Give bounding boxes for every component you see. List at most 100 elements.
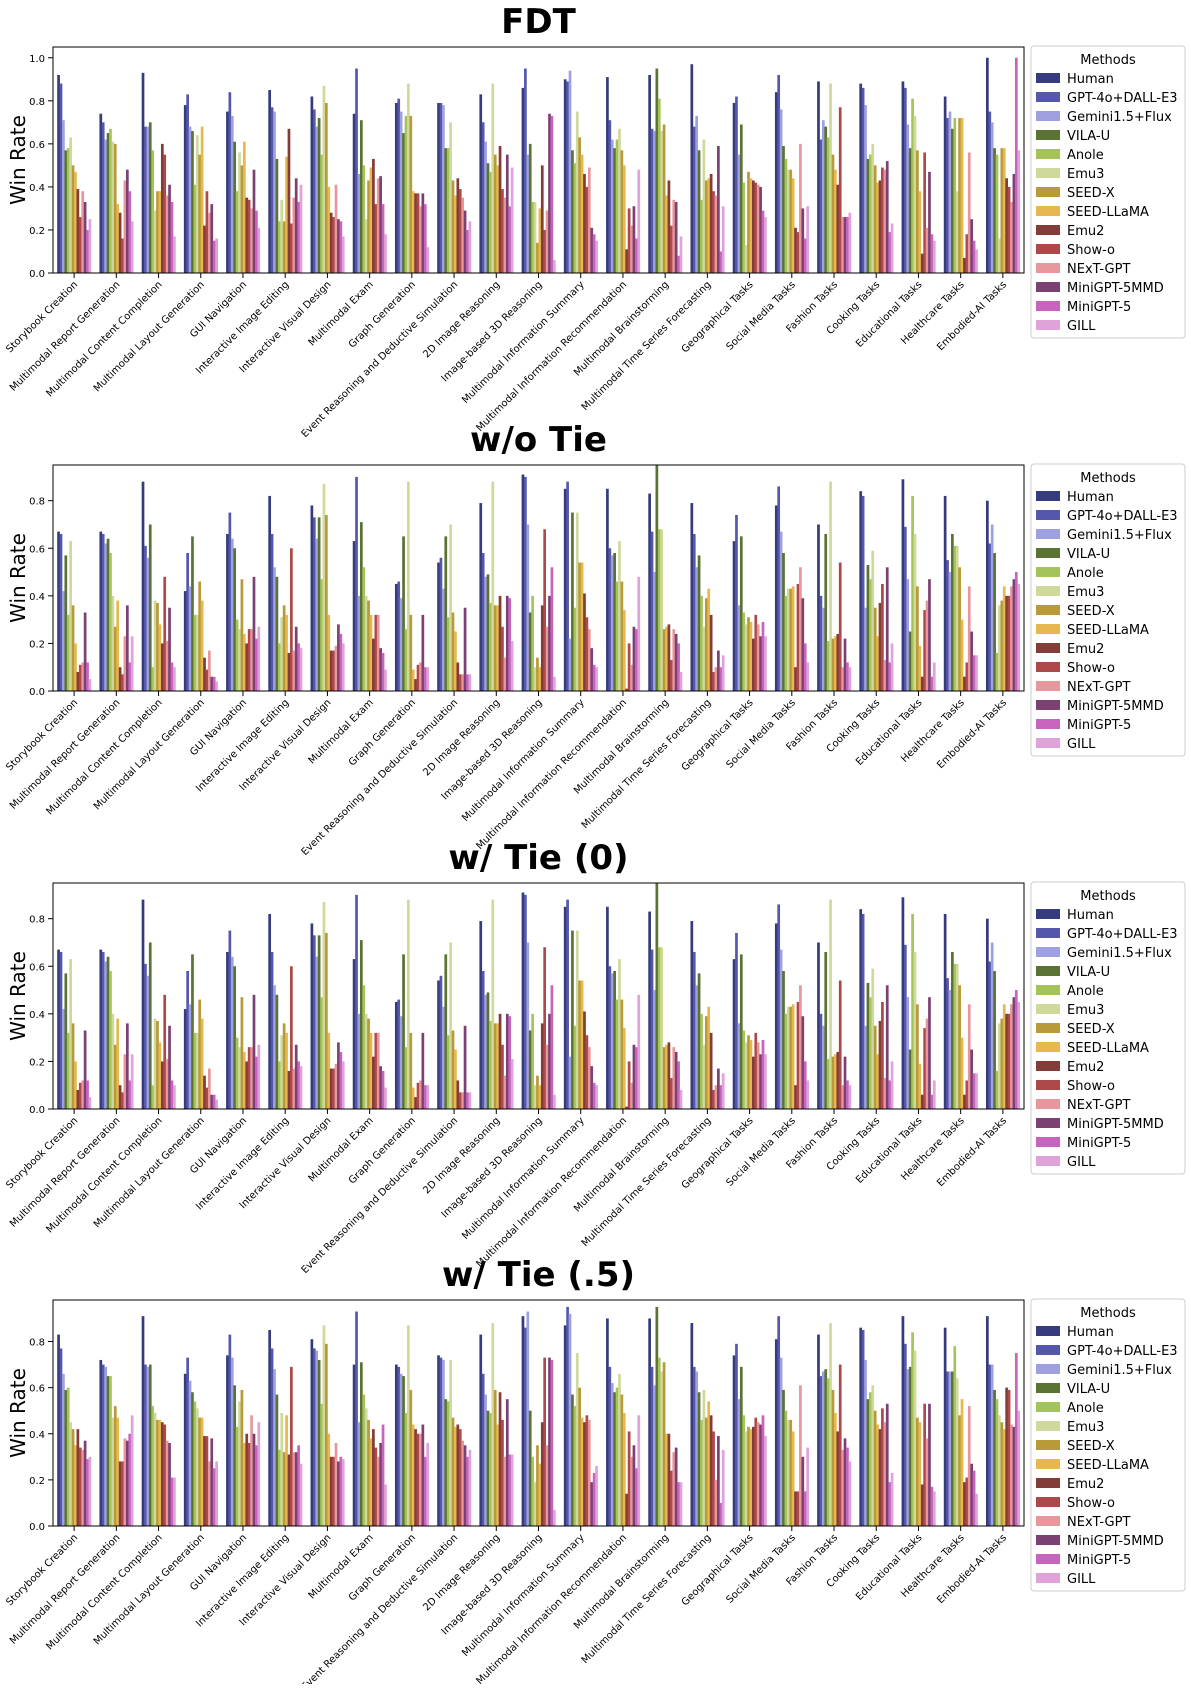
bar: [362, 567, 366, 691]
legend-item-label: Human: [1067, 72, 1114, 87]
bar: [399, 111, 403, 273]
bar: [188, 1004, 192, 1109]
bar: [583, 593, 586, 691]
bar: [109, 1376, 112, 1526]
bar: [888, 662, 892, 691]
x-tick-label: Event Reasoning and Deductive Simulation: [300, 697, 461, 858]
bar: [754, 1032, 758, 1109]
bar: [491, 899, 495, 1109]
legend-item-label: Emu2: [1067, 1060, 1104, 1075]
bar: [552, 260, 556, 273]
legend-swatch: [1036, 1402, 1060, 1412]
bar: [948, 111, 952, 273]
bar: [975, 1493, 978, 1526]
bar: [918, 1063, 922, 1109]
bar: [409, 1032, 413, 1109]
bar: [426, 1442, 430, 1526]
bar: [463, 210, 467, 273]
bar: [290, 223, 293, 273]
bar: [625, 688, 629, 691]
bar: [334, 645, 338, 691]
bar: [871, 143, 875, 273]
legend-swatch: [1036, 301, 1060, 311]
bar: [1005, 178, 1009, 273]
bar: [995, 1070, 999, 1109]
bar: [128, 1080, 132, 1109]
bar: [66, 148, 70, 273]
bar: [458, 1092, 462, 1109]
bar: [843, 638, 847, 691]
bar: [106, 133, 110, 273]
bar: [153, 1413, 157, 1526]
bar: [610, 555, 614, 691]
bar: [242, 633, 246, 691]
bar: [526, 942, 530, 1109]
bar: [484, 1394, 487, 1526]
bar: [690, 1323, 694, 1526]
bar: [864, 105, 867, 273]
bar: [322, 484, 326, 691]
bar: [404, 1413, 408, 1526]
bar: [764, 1436, 767, 1526]
bar: [426, 667, 430, 691]
bar: [958, 567, 961, 691]
bar: [566, 899, 569, 1109]
bar: [627, 1061, 631, 1109]
x-tick-label: 2D Image Reasoning: [421, 1532, 502, 1613]
bar: [113, 626, 117, 691]
bar: [99, 113, 103, 273]
bar: [397, 1366, 401, 1526]
bar: [416, 1433, 420, 1526]
bar: [958, 1415, 961, 1526]
bar: [923, 1028, 926, 1109]
bar: [543, 529, 547, 691]
bar: [1000, 1018, 1004, 1109]
bar: [381, 1070, 385, 1109]
bar: [397, 999, 401, 1109]
bar: [869, 154, 872, 273]
bar: [735, 1343, 738, 1526]
legend-swatch: [1036, 529, 1060, 539]
bar: [208, 650, 211, 691]
bar: [610, 1383, 614, 1526]
bar: [1000, 1422, 1004, 1526]
bar: [799, 567, 802, 691]
bar: [163, 154, 167, 273]
legend-swatch: [1036, 1535, 1060, 1545]
legend-box: [1030, 1298, 1186, 1592]
bar: [951, 533, 954, 691]
bar: [376, 178, 380, 273]
bar: [871, 1385, 875, 1526]
bar: [423, 1085, 427, 1109]
bar: [421, 1032, 425, 1109]
bar: [958, 985, 961, 1109]
bar: [66, 1387, 70, 1526]
y-tick-label: 0.0: [29, 1522, 45, 1533]
bar: [714, 1479, 718, 1526]
bar: [819, 1376, 823, 1526]
y-tick-label: 0.0: [29, 687, 45, 698]
bar: [355, 68, 358, 274]
bar: [111, 1417, 115, 1526]
bar: [754, 182, 758, 273]
bar: [799, 1385, 802, 1526]
bar: [873, 1025, 877, 1109]
bar: [203, 1075, 206, 1109]
bar: [76, 189, 80, 273]
y-tick-label: 0.0: [29, 1105, 45, 1116]
bar: [806, 662, 809, 691]
bar: [986, 918, 989, 1109]
bar: [531, 1013, 534, 1109]
legend-item-label: SEED-X: [1067, 1439, 1115, 1454]
bar: [1010, 1424, 1013, 1526]
bar: [653, 1385, 656, 1526]
bar: [374, 1447, 378, 1526]
plot-frame: [52, 46, 1025, 274]
bar: [585, 1415, 589, 1526]
bar: [83, 612, 87, 691]
bar: [86, 1459, 89, 1526]
bar: [327, 1032, 331, 1109]
bar: [606, 1318, 609, 1526]
bar: [99, 1359, 103, 1526]
bar: [901, 81, 905, 273]
